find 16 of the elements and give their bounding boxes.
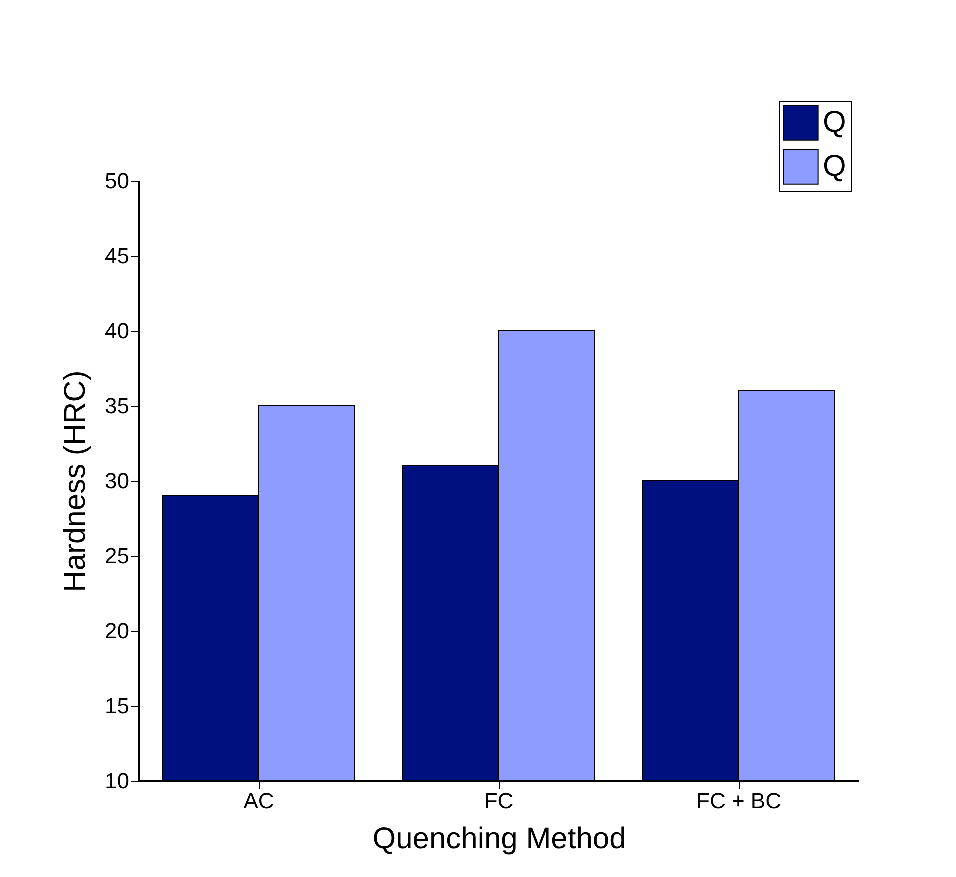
y-axis-title: Hardness (HRC) bbox=[59, 370, 92, 592]
x-axis-title: Quenching Method bbox=[372, 822, 626, 856]
y-tick-label: 20 bbox=[105, 618, 130, 644]
y-tick-label: 30 bbox=[105, 468, 130, 494]
y-tick-label: 10 bbox=[105, 768, 130, 794]
x-tick-label: FC bbox=[484, 788, 514, 814]
legend-label: Q bbox=[823, 106, 846, 139]
y-tick-label: 50 bbox=[105, 168, 130, 194]
x-tick-label: AC bbox=[244, 788, 274, 814]
legend-label: Q bbox=[823, 150, 846, 183]
y-tick-label: 35 bbox=[105, 394, 130, 418]
y-tick-label: 15 bbox=[105, 694, 130, 718]
x-tick-label: FC + BC bbox=[696, 788, 782, 814]
y-tick-label: 40 bbox=[105, 318, 130, 344]
y-tick-label: 45 bbox=[105, 244, 130, 268]
y-tick-label: 25 bbox=[105, 544, 130, 568]
